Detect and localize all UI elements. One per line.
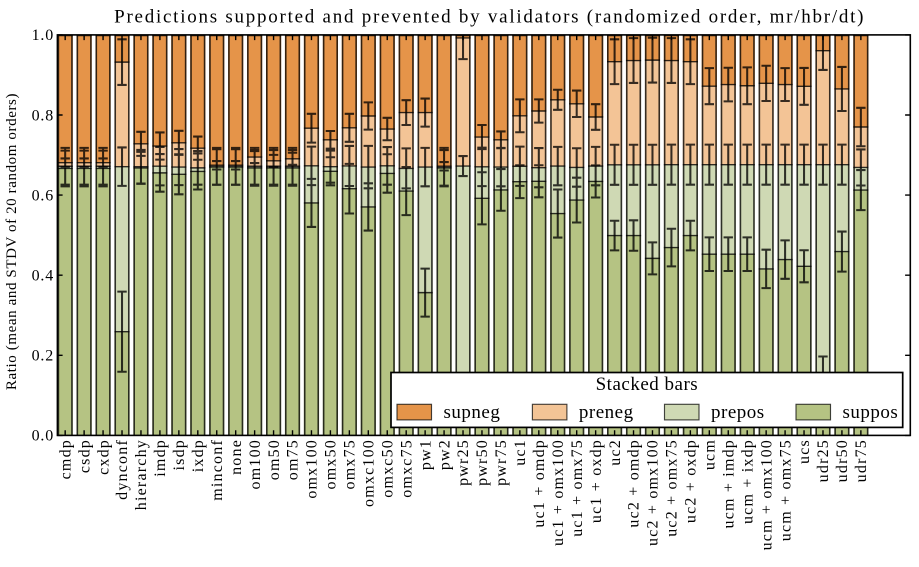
svg-text:ucm + omx75: ucm + omx75 bbox=[777, 439, 794, 541]
svg-text:imdp: imdp bbox=[152, 439, 169, 477]
svg-text:supneg: supneg bbox=[444, 402, 501, 423]
svg-text:ucm: ucm bbox=[702, 439, 719, 470]
svg-text:cmdp: cmdp bbox=[57, 439, 74, 479]
svg-text:csdp: csdp bbox=[76, 439, 93, 473]
svg-text:0.2: 0.2 bbox=[32, 348, 54, 365]
svg-text:pw2: pw2 bbox=[436, 439, 453, 470]
svg-text:udr75: udr75 bbox=[853, 439, 870, 482]
svg-text:suppos: suppos bbox=[843, 402, 899, 423]
svg-text:uc2 + omdp: uc2 + omdp bbox=[626, 439, 643, 528]
svg-text:Predictions supported and prev: Predictions supported and prevented by v… bbox=[114, 7, 865, 28]
svg-text:1.0: 1.0 bbox=[32, 27, 54, 44]
svg-text:cxdp: cxdp bbox=[95, 439, 112, 475]
svg-text:ucs: ucs bbox=[796, 439, 813, 464]
svg-text:omx100: omx100 bbox=[304, 439, 321, 499]
svg-text:uc2 + omx100: uc2 + omx100 bbox=[645, 439, 662, 546]
svg-text:omx75: omx75 bbox=[342, 439, 359, 489]
svg-text:hierarchy: hierarchy bbox=[133, 439, 150, 510]
svg-text:dynconf: dynconf bbox=[114, 439, 131, 500]
svg-text:minconf: minconf bbox=[209, 439, 226, 501]
svg-text:0.4: 0.4 bbox=[32, 268, 54, 285]
svg-text:pw1: pw1 bbox=[417, 439, 434, 470]
svg-text:uc2 + omx75: uc2 + omx75 bbox=[664, 439, 681, 537]
svg-text:omx50: omx50 bbox=[323, 439, 340, 489]
svg-text:prepos: prepos bbox=[711, 402, 765, 423]
svg-text:0.6: 0.6 bbox=[32, 187, 54, 204]
svg-text:ucm + ixdp: ucm + ixdp bbox=[739, 439, 756, 524]
svg-text:Ratio (mean and STDV of 20 ran: Ratio (mean and STDV of 20 random orders… bbox=[4, 93, 20, 390]
svg-text:uc2 + oxdp: uc2 + oxdp bbox=[683, 439, 700, 523]
svg-text:preneg: preneg bbox=[579, 402, 634, 423]
svg-text:ucm + imdp: ucm + imdp bbox=[720, 439, 737, 528]
svg-text:uc1: uc1 bbox=[512, 439, 529, 466]
svg-text:pwr25: pwr25 bbox=[455, 439, 472, 486]
svg-text:pwr75: pwr75 bbox=[493, 439, 510, 486]
svg-text:uc1 + omx100: uc1 + omx100 bbox=[550, 439, 567, 546]
svg-text:none: none bbox=[228, 439, 245, 475]
svg-text:Stacked bars: Stacked bars bbox=[596, 374, 699, 395]
svg-text:uc2: uc2 bbox=[607, 439, 624, 466]
svg-text:uc1 + oxdp: uc1 + oxdp bbox=[588, 439, 605, 523]
svg-text:ixdp: ixdp bbox=[190, 439, 207, 472]
svg-text:omxc50: omxc50 bbox=[379, 439, 396, 498]
svg-text:isdp: isdp bbox=[171, 439, 188, 470]
svg-text:ucm + omx100: ucm + omx100 bbox=[758, 439, 775, 550]
svg-text:omxc100: omxc100 bbox=[361, 439, 378, 507]
svg-text:pwr50: pwr50 bbox=[474, 439, 491, 486]
svg-text:om100: om100 bbox=[247, 439, 264, 489]
svg-text:om50: om50 bbox=[266, 439, 283, 480]
svg-text:0.8: 0.8 bbox=[32, 107, 54, 124]
svg-text:udr50: udr50 bbox=[834, 439, 851, 482]
svg-text:uc1 + omx75: uc1 + omx75 bbox=[569, 439, 586, 537]
svg-text:omxc75: omxc75 bbox=[398, 439, 415, 498]
svg-text:0.0: 0.0 bbox=[32, 428, 54, 445]
svg-text:om75: om75 bbox=[285, 439, 302, 480]
svg-text:udr25: udr25 bbox=[815, 439, 832, 482]
svg-text:uc1 + omdp: uc1 + omdp bbox=[531, 439, 548, 528]
